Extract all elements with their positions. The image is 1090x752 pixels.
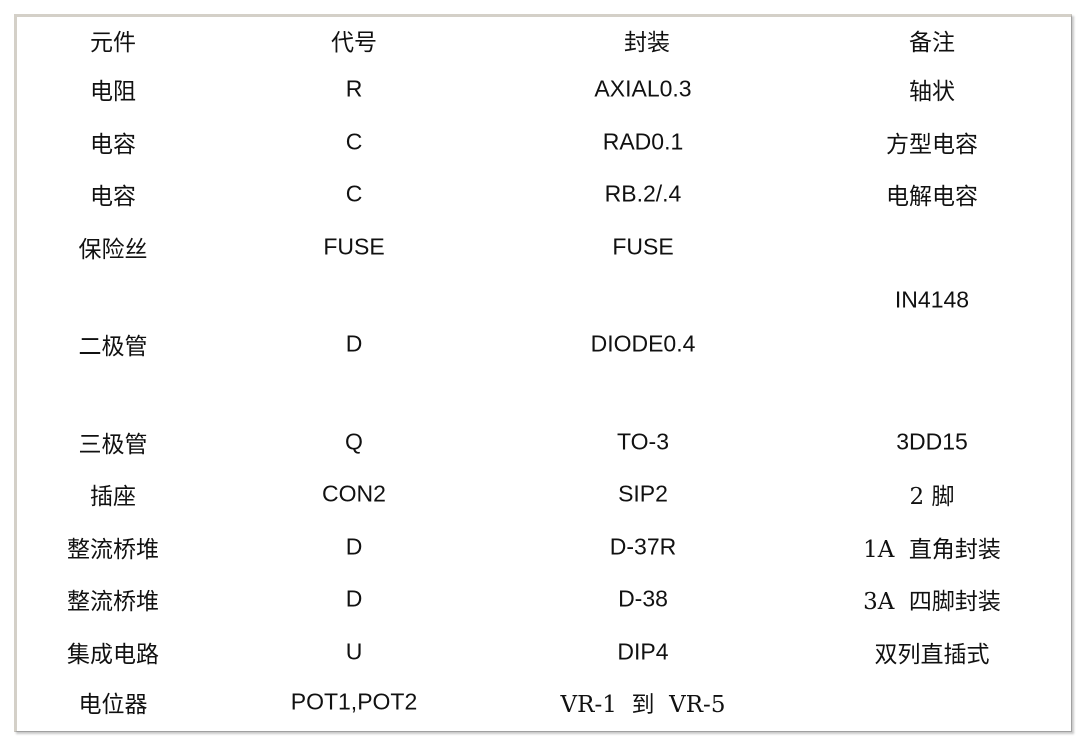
cell-designator: C [345, 180, 363, 207]
cell-designator: CON2 [322, 480, 386, 507]
cell-designator: D [345, 330, 363, 357]
header-footprint: 封装 [624, 30, 670, 56]
cell-footprint: RAD0.1 [602, 128, 684, 155]
cell-footprint: RB.2/.4 [604, 180, 682, 207]
cell-note: 2 脚 [909, 484, 955, 510]
cell-component: 整流桥堆 [67, 537, 159, 563]
cell-note: 3DD15 [896, 428, 968, 455]
cell-designator: POT1,POT2 [290, 688, 418, 715]
cell-note: 3A 四脚封装 [863, 589, 1001, 615]
header-component: 元件 [90, 30, 136, 56]
cell-footprint: DIP4 [617, 638, 669, 665]
cell-designator: D [345, 533, 363, 560]
cell-note: 方型电容 [886, 132, 978, 158]
cell-footprint: TO-3 [617, 428, 669, 455]
cell-footprint: VR-1 到 VR-5 [560, 692, 726, 718]
cell-designator: Q [345, 428, 363, 455]
component-table [14, 14, 1072, 732]
cell-designator: C [345, 128, 363, 155]
cell-footprint: D-38 [618, 585, 668, 612]
cell-note: IN4148 [894, 286, 970, 313]
cell-component: 插座 [90, 484, 136, 510]
cell-component: 电容 [90, 184, 136, 210]
cell-footprint: SIP2 [618, 480, 668, 507]
cell-component: 电阻 [90, 79, 136, 105]
cell-component: 保险丝 [78, 237, 148, 263]
cell-designator: FUSE [323, 233, 385, 260]
cell-designator: R [345, 75, 363, 102]
cell-note: 电解电容 [886, 184, 978, 210]
cell-designator: D [345, 585, 363, 612]
cell-footprint: AXIAL0.3 [594, 75, 692, 102]
cell-footprint: FUSE [612, 233, 674, 260]
cell-note: 双列直插式 [874, 642, 990, 668]
cell-footprint: D-37R [609, 533, 677, 560]
cell-component: 电位器 [78, 692, 148, 718]
cell-component: 电容 [90, 132, 136, 158]
cell-component: 整流桥堆 [67, 589, 159, 615]
cell-note: 轴状 [909, 79, 955, 105]
cell-designator: U [345, 638, 363, 665]
header-note: 备注 [909, 30, 955, 56]
cell-component: 二极管 [78, 334, 148, 360]
cell-note: 1A 直角封装 [863, 537, 1001, 563]
cell-component: 三极管 [78, 432, 148, 458]
cell-component: 集成电路 [67, 642, 159, 668]
cell-footprint: DIODE0.4 [590, 330, 696, 357]
header-designator: 代号 [331, 30, 377, 56]
